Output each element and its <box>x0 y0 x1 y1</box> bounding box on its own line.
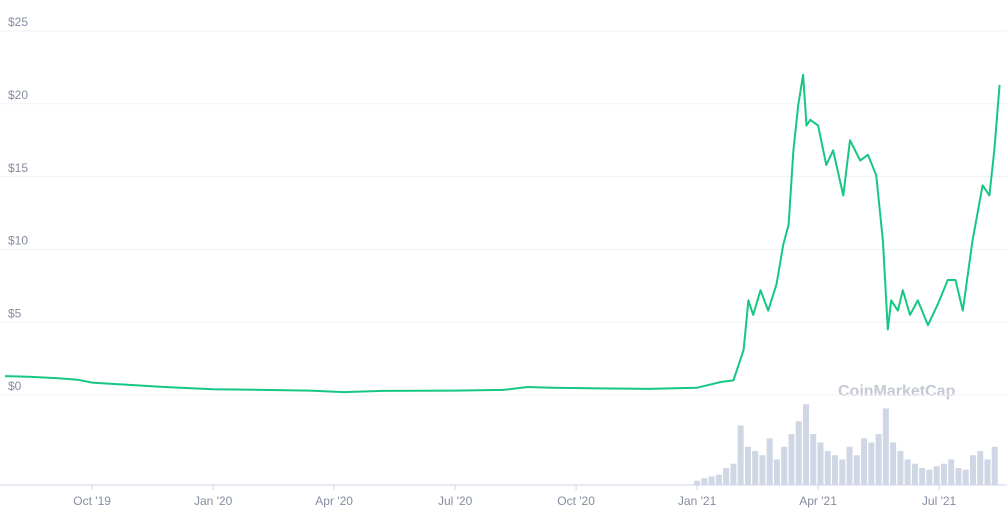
volume-bar <box>701 478 708 485</box>
volume-bar <box>832 455 839 485</box>
volume-bar <box>802 404 809 485</box>
x-tick-label: Jul '20 <box>438 494 473 508</box>
y-tick-label: $20 <box>8 88 28 102</box>
x-tick-label: Jan '21 <box>678 494 717 508</box>
volume-bar <box>897 451 904 485</box>
volume-bar <box>846 446 853 485</box>
volume-bar <box>788 434 795 485</box>
watermark: CoinMarketCap <box>838 383 956 400</box>
volume-bar <box>694 480 701 485</box>
volume-bar <box>926 469 933 485</box>
volume-bar <box>744 446 751 485</box>
volume-bar <box>861 438 868 485</box>
volume-bar <box>715 474 722 485</box>
y-tick-label: $25 <box>8 15 28 29</box>
volume-bar <box>868 442 875 485</box>
x-tick-label: Apr '21 <box>799 494 837 508</box>
y-tick-label: $0 <box>8 379 22 393</box>
volume-bar <box>730 463 737 485</box>
volume-bar <box>766 438 773 485</box>
x-tick-label: Oct '19 <box>73 494 111 508</box>
volume-bar <box>759 455 766 485</box>
volume-bar <box>977 451 984 485</box>
volume-bar <box>890 442 897 485</box>
y-tick-label: $5 <box>8 306 22 320</box>
x-tick-label: Jan '20 <box>194 494 233 508</box>
volume-bar <box>810 434 817 485</box>
volume-bar <box>723 468 730 485</box>
volume-bar <box>991 446 998 485</box>
volume-bar <box>933 466 940 485</box>
volume-bar <box>911 463 918 485</box>
volume-bar <box>955 468 962 485</box>
volume-bar <box>773 459 780 485</box>
volume-bar <box>737 425 744 485</box>
volume-bar <box>919 468 926 485</box>
volume-bar <box>824 451 831 485</box>
y-tick-label: $15 <box>8 161 28 175</box>
volume-bar <box>795 421 802 485</box>
x-tick-label: Oct '20 <box>557 494 595 508</box>
volume-bar <box>984 459 991 485</box>
price-line <box>4 73 1001 394</box>
volume-bar <box>853 455 860 485</box>
volume-bar <box>817 442 824 485</box>
volume-bar <box>948 459 955 485</box>
x-tick-label: Apr '20 <box>315 494 353 508</box>
volume-bar <box>781 446 788 485</box>
x-tick-label: Jul '21 <box>922 494 957 508</box>
y-tick-label: $10 <box>8 234 28 248</box>
volume-bar <box>875 434 882 485</box>
volume-bar <box>708 476 715 485</box>
volume-bar <box>904 459 911 485</box>
volume-bar <box>839 459 846 485</box>
volume-bar <box>752 451 759 485</box>
volume-bar <box>962 469 969 485</box>
volume-bar <box>969 455 976 485</box>
volume-bar <box>940 463 947 485</box>
volume-bar <box>882 408 889 485</box>
